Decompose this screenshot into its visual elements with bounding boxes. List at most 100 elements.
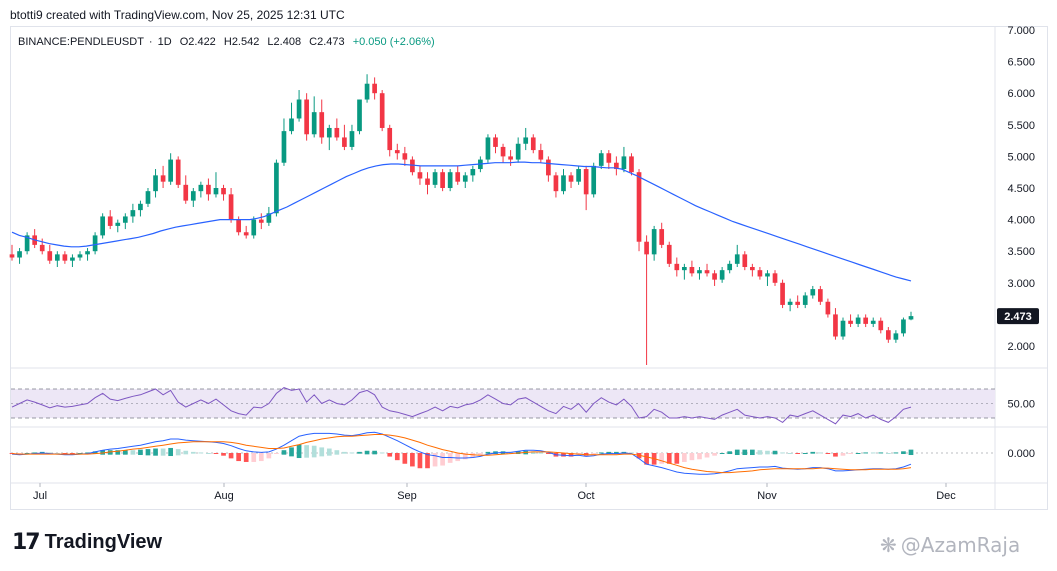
candle-body	[893, 333, 899, 340]
candle-body	[848, 320, 853, 324]
price-tick-label: 2.000	[1007, 341, 1035, 353]
macd-histogram-bar	[168, 447, 173, 457]
macd-histogram-bar	[387, 453, 393, 457]
candle-body	[236, 219, 241, 233]
macd-histogram-bar	[825, 453, 831, 454]
macd-histogram-bar	[160, 448, 166, 456]
macd-histogram-bar	[190, 451, 196, 454]
price-tick-label: 5.000	[1007, 151, 1035, 163]
candle-body	[153, 175, 158, 192]
candle-body	[651, 229, 657, 255]
candle-body	[697, 270, 702, 274]
time-axis-label: Oct	[577, 490, 594, 502]
macd-histogram-bar	[455, 453, 461, 462]
macd-histogram-bar	[606, 451, 612, 454]
macd-histogram-bar	[848, 453, 853, 454]
candle-body	[682, 267, 687, 271]
macd-histogram-bar	[342, 451, 347, 454]
candle-body	[130, 210, 136, 217]
macd-histogram-bar	[750, 449, 755, 456]
symbol-name[interactable]: BINANCE:PENDLEUSDT	[18, 36, 144, 48]
candle-body	[394, 150, 400, 154]
macd-histogram-bar	[538, 451, 544, 454]
change-value: +0.050 (+2.06%)	[352, 36, 435, 48]
candle-body	[228, 194, 234, 220]
candle-body	[500, 146, 506, 157]
candle-body	[606, 153, 612, 163]
candle-body	[583, 169, 589, 195]
candle-body	[674, 263, 680, 271]
open-value: O2.422	[179, 36, 216, 48]
last-price-badge	[997, 308, 1039, 325]
candle-body	[598, 153, 604, 166]
candle-body	[568, 175, 574, 182]
candle-body	[901, 319, 906, 334]
macd-histogram-bar	[85, 452, 90, 454]
macd-histogram-bar	[364, 450, 370, 455]
macd-histogram-bar	[221, 453, 226, 456]
rsi-line	[11, 387, 912, 425]
candle-body	[364, 83, 370, 100]
price-tick-label: 3.500	[1007, 246, 1035, 258]
author-watermark: ❋ @AzamRaja	[880, 533, 1020, 557]
candle-body	[379, 93, 385, 128]
candle-body	[274, 162, 279, 214]
macd-histogram-bar	[742, 449, 748, 456]
candle-body	[863, 317, 869, 324]
macd-histogram-bar	[326, 448, 332, 456]
candle-body	[54, 254, 60, 261]
candle-body	[24, 235, 30, 252]
macd-histogram-bar	[24, 453, 30, 454]
macd-histogram-bar	[478, 453, 483, 455]
macd-line	[11, 431, 912, 475]
price-tick-label: 3.000	[1007, 278, 1035, 290]
macd-histogram-bar	[908, 449, 914, 456]
macd-histogram-bar	[281, 450, 287, 455]
macd-histogram-bar	[598, 452, 604, 454]
candle-body	[719, 270, 725, 280]
candle-body	[425, 178, 430, 185]
symbol-legend: BINANCE:PENDLEUSDT · 1D O2.422 H2.542 L2.4…	[18, 36, 440, 48]
candle-body	[17, 251, 22, 258]
macd-histogram-bar	[349, 452, 355, 454]
candle-body	[221, 188, 226, 195]
tradingview-logo[interactable]: 17 TradingView	[12, 530, 162, 555]
candle-body	[802, 295, 808, 305]
candle-body	[122, 216, 128, 223]
macd-histogram-bar	[704, 453, 710, 458]
macd-histogram-bar	[425, 453, 430, 469]
candle-body	[561, 175, 566, 192]
macd-histogram-bar	[727, 451, 733, 455]
macd-histogram-bar	[236, 453, 241, 462]
macd-histogram-bar	[410, 453, 415, 467]
macd-histogram-bar	[870, 452, 876, 454]
candle-body	[704, 270, 710, 274]
interval-label[interactable]: 1D	[157, 36, 172, 48]
macd-histogram-bar	[77, 453, 83, 454]
macd-histogram-bar	[198, 452, 204, 454]
macd-histogram-bar	[644, 453, 649, 465]
candle-body	[372, 83, 377, 94]
macd-histogram-bar	[780, 452, 785, 454]
candle-body	[145, 191, 151, 204]
time-axis-label: Aug	[214, 490, 234, 502]
macd-histogram-bar	[379, 452, 385, 454]
macd-axis-label: 0.000	[1007, 448, 1035, 460]
macd-histogram-bar	[70, 453, 75, 454]
candle-body	[878, 320, 884, 331]
candle-body	[485, 137, 491, 160]
time-axis-label: Dec	[936, 490, 956, 502]
candle-body	[85, 251, 90, 255]
candle-body	[885, 330, 891, 340]
macd-histogram-bar	[840, 453, 846, 456]
macd-histogram-bar	[485, 451, 491, 454]
price-tick-label: 5.500	[1007, 120, 1035, 132]
candle-body	[175, 159, 181, 185]
macd-histogram-bar	[885, 453, 891, 454]
macd-histogram-bar	[228, 453, 234, 459]
macd-histogram-bar	[100, 450, 105, 455]
macd-histogram-bar	[818, 452, 823, 454]
candle-body	[183, 184, 189, 201]
macd-histogram-bar	[145, 449, 151, 456]
